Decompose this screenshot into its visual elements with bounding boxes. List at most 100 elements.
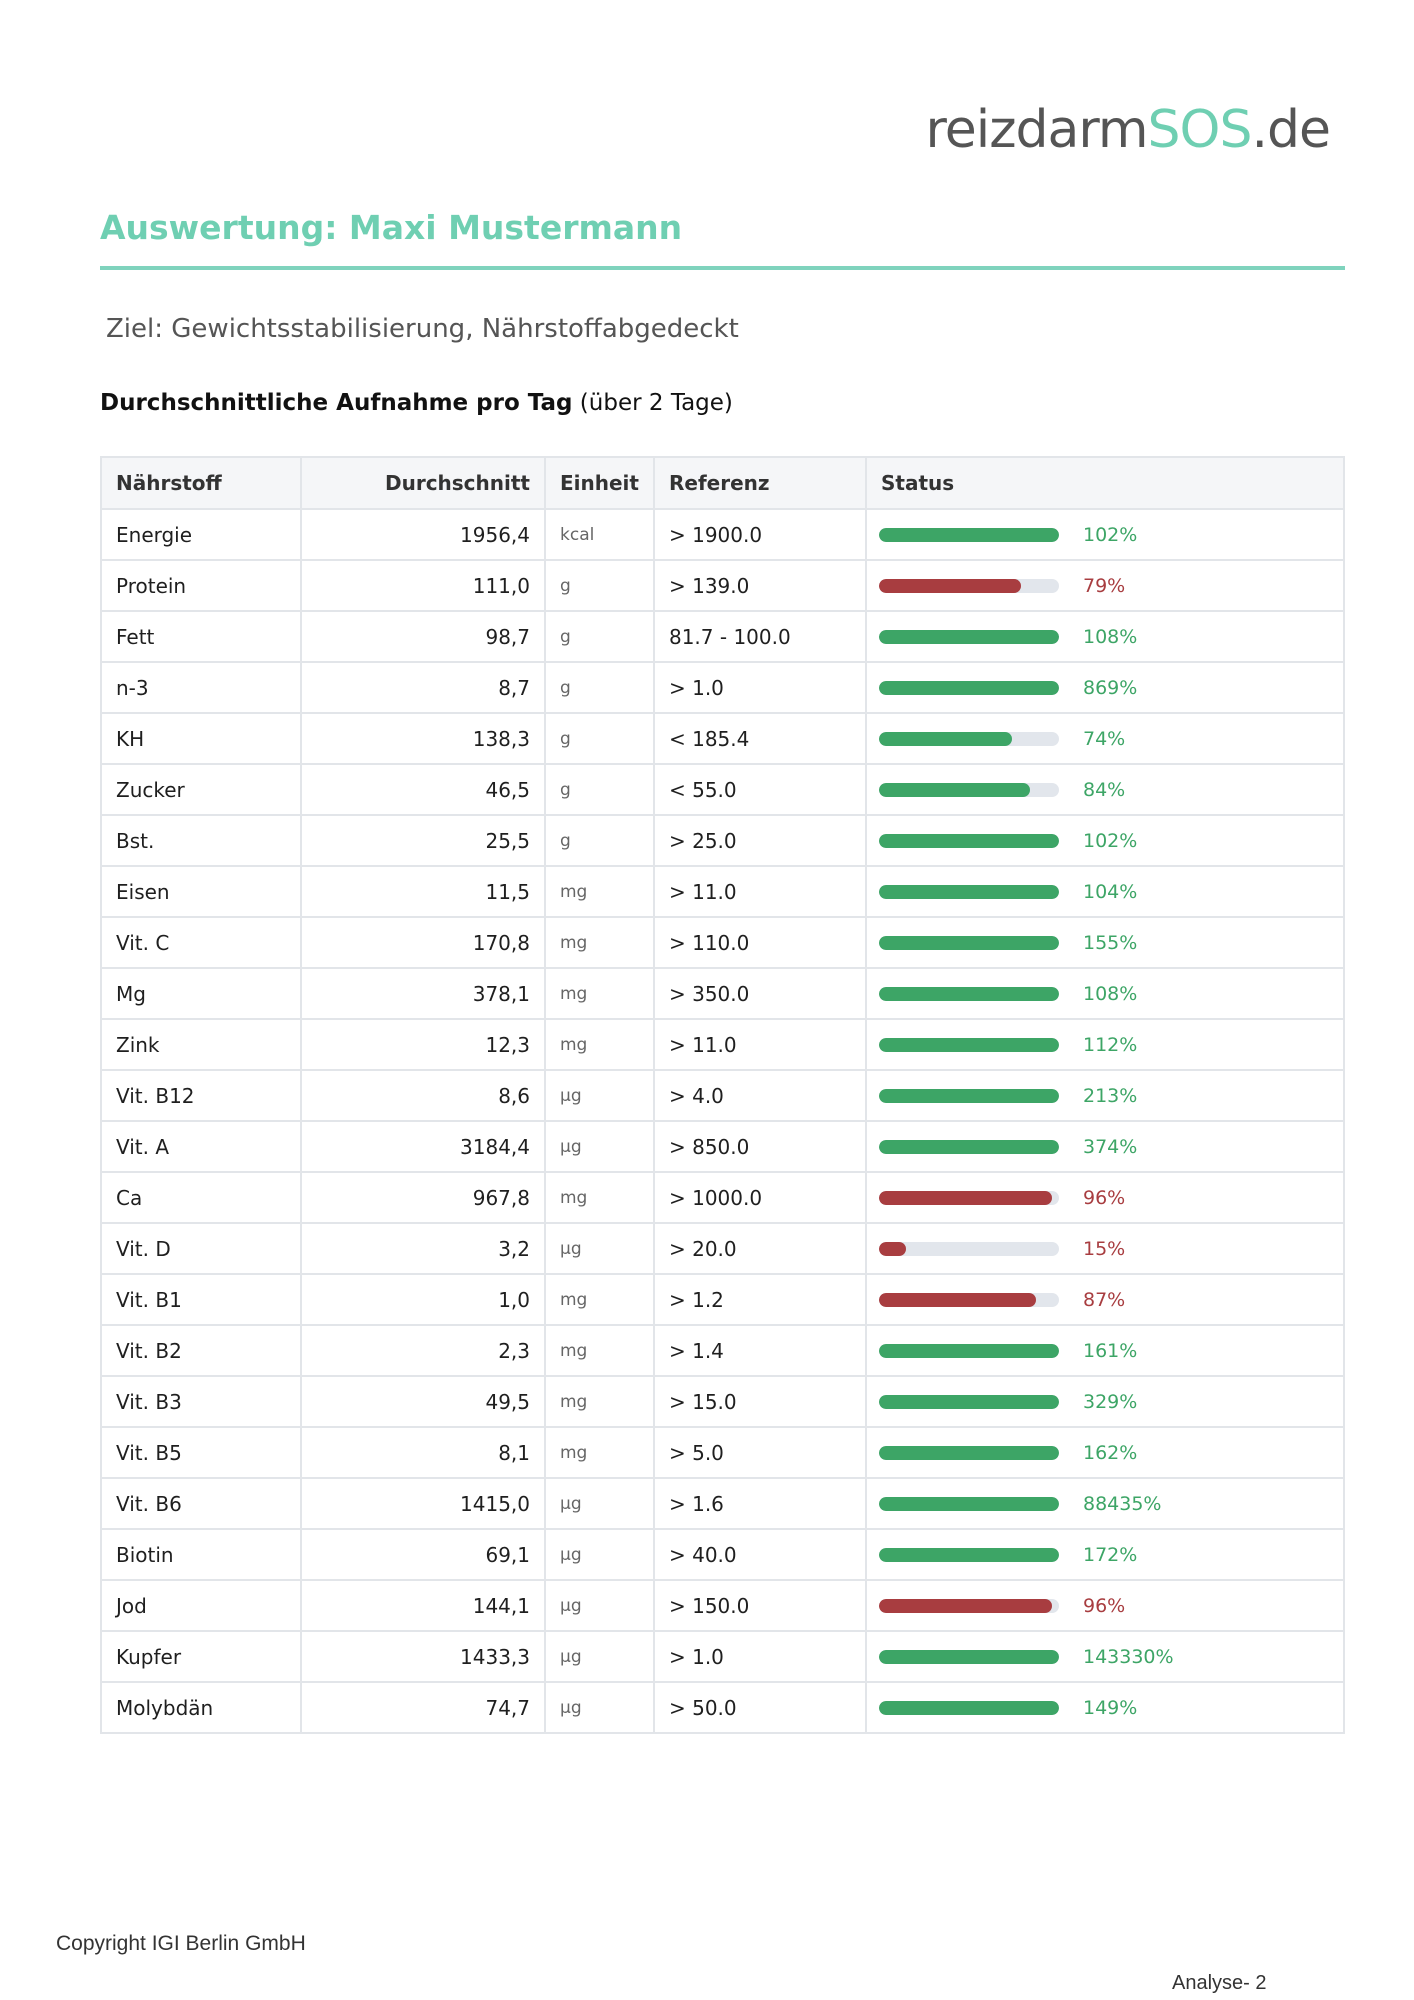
- nutrient-name: Energie: [100, 508, 302, 561]
- reference-value: > 1000.0: [652, 1171, 867, 1224]
- nutrient-name: Vit. B12: [100, 1069, 302, 1122]
- status-cell: 87%: [864, 1273, 1346, 1326]
- progress-fill: [878, 1598, 1052, 1613]
- status-indicator: 96%: [878, 1187, 1331, 1209]
- average-value: 144,1: [300, 1579, 546, 1632]
- average-value: 8,1: [300, 1426, 546, 1479]
- nutrient-name: Fett: [100, 610, 302, 663]
- nutrient-name: Vit. B5: [100, 1426, 302, 1479]
- nutrient-name: Molybdän: [100, 1681, 302, 1734]
- reference-value: > 50.0: [652, 1681, 867, 1734]
- status-cell: 374%: [864, 1120, 1346, 1173]
- progress-track: [878, 1190, 1059, 1205]
- progress-fill: [878, 1700, 1059, 1715]
- unit: µg: [544, 1069, 655, 1122]
- status-cell: 161%: [864, 1324, 1346, 1377]
- progress-fill: [878, 1394, 1059, 1409]
- table-row: Ca 967,8 mg > 1000.0 96%: [100, 1171, 1346, 1224]
- status-percentage: 79%: [1082, 574, 1126, 597]
- average-value: 11,5: [300, 865, 546, 918]
- reference-value: > 1.0: [652, 1630, 867, 1683]
- nutrient-name: Ca: [100, 1171, 302, 1224]
- nutrient-name: Bst.: [100, 814, 302, 867]
- status-indicator: 213%: [878, 1085, 1331, 1107]
- progress-fill: [878, 782, 1031, 797]
- nutrient-name: Vit. C: [100, 916, 302, 969]
- status-indicator: 155%: [878, 932, 1331, 954]
- reference-value: > 11.0: [652, 865, 867, 918]
- progress-track: [878, 1292, 1059, 1307]
- nutrient-name: Eisen: [100, 865, 302, 918]
- unit: µg: [544, 1477, 655, 1530]
- status-percentage: 161%: [1082, 1339, 1138, 1362]
- reference-value: > 1.2: [652, 1273, 867, 1326]
- nutrient-name: Zucker: [100, 763, 302, 816]
- reference-value: > 1.0: [652, 661, 867, 714]
- status-percentage: 143330%: [1082, 1645, 1174, 1668]
- unit: mg: [544, 916, 655, 969]
- progress-track: [878, 986, 1059, 1001]
- table-row: Molybdän 74,7 µg > 50.0 149%: [100, 1681, 1346, 1734]
- table-row: Jod 144,1 µg > 150.0 96%: [100, 1579, 1346, 1632]
- status-cell: 329%: [864, 1375, 1346, 1428]
- table-body: Energie 1956,4 kcal > 1900.0 102% Protein 111,…: [100, 508, 1346, 1734]
- progress-fill: [878, 935, 1059, 950]
- average-value: 74,7: [300, 1681, 546, 1734]
- status-percentage: 108%: [1082, 982, 1138, 1005]
- column-header-nutrient: Nährstoff: [100, 456, 302, 510]
- status-cell: 213%: [864, 1069, 1346, 1122]
- unit: mg: [544, 967, 655, 1020]
- table-row: Protein 111,0 g > 139.0 79%: [100, 559, 1346, 612]
- progress-track: [878, 578, 1059, 593]
- progress-fill: [878, 833, 1059, 848]
- status-indicator: 161%: [878, 1339, 1331, 1362]
- column-header-reference: Referenz: [652, 456, 867, 510]
- progress-fill: [878, 527, 1059, 542]
- status-indicator: 162%: [878, 1442, 1331, 1464]
- status-percentage: 96%: [1082, 1594, 1126, 1617]
- nutrient-table: Nährstoff Durchschnitt Einheit Referenz …: [100, 456, 1346, 1734]
- table-row: Mg 378,1 mg > 350.0 108%: [100, 967, 1346, 1020]
- status-cell: 172%: [864, 1528, 1346, 1581]
- status-percentage: 15%: [1082, 1237, 1126, 1260]
- page-title: Auswertung: Maxi Mustermann: [100, 208, 683, 247]
- unit: g: [544, 712, 655, 765]
- table-row: Vit. A 3184,4 µg > 850.0 374%: [100, 1120, 1346, 1173]
- status-cell: 74%: [864, 712, 1346, 765]
- table-row: Zucker 46,5 g < 55.0 84%: [100, 763, 1346, 816]
- progress-track: [878, 1139, 1059, 1154]
- nutrient-name: Protein: [100, 559, 302, 612]
- status-percentage: 869%: [1082, 676, 1138, 699]
- unit: g: [544, 763, 655, 816]
- status-indicator: 149%: [878, 1697, 1331, 1719]
- average-value: 46,5: [300, 763, 546, 816]
- table-row: Vit. B5 8,1 mg > 5.0 162%: [100, 1426, 1346, 1479]
- table-row: Vit. B2 2,3 mg > 1.4 161%: [100, 1324, 1346, 1377]
- table-row: Vit. B1 1,0 mg > 1.2 87%: [100, 1273, 1346, 1326]
- average-value: 2,3: [300, 1324, 546, 1377]
- table-row: Kupfer 1433,3 µg > 1.0 143330%: [100, 1630, 1346, 1683]
- unit: mg: [544, 1426, 655, 1479]
- reference-value: > 1900.0: [652, 508, 867, 561]
- status-cell: 15%: [864, 1222, 1346, 1275]
- progress-fill: [878, 731, 1013, 746]
- status-cell: 108%: [864, 967, 1346, 1020]
- section-heading: Durchschnittliche Aufnahme pro Tag (über…: [100, 390, 733, 416]
- status-indicator: 172%: [878, 1544, 1331, 1566]
- nutrient-name: Vit. A: [100, 1120, 302, 1173]
- status-cell: 102%: [864, 814, 1346, 867]
- status-percentage: 374%: [1082, 1135, 1138, 1158]
- status-cell: 162%: [864, 1426, 1346, 1479]
- status-cell: 84%: [864, 763, 1346, 816]
- status-percentage: 102%: [1082, 523, 1138, 546]
- nutrient-name: Vit. D: [100, 1222, 302, 1275]
- page-number: Analyse- 2: [1172, 1972, 1267, 1994]
- status-percentage: 104%: [1082, 880, 1138, 903]
- progress-track: [878, 1496, 1059, 1511]
- status-indicator: 102%: [878, 830, 1331, 852]
- status-indicator: 329%: [878, 1391, 1331, 1413]
- progress-track: [878, 1649, 1059, 1664]
- unit: mg: [544, 1324, 655, 1377]
- reference-value: > 15.0: [652, 1375, 867, 1428]
- table-row: KH 138,3 g < 185.4 74%: [100, 712, 1346, 765]
